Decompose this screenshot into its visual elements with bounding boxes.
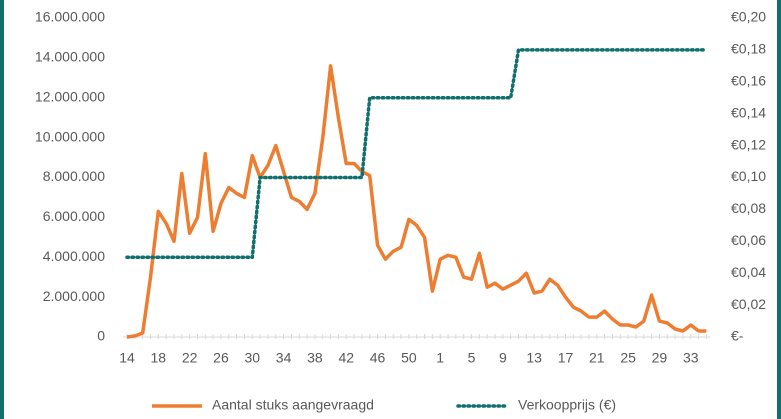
y2-tick-label: €0,02 (731, 296, 766, 312)
y-tick-label: 2.000.000 (43, 288, 105, 304)
y2-tick-label: €0,12 (731, 136, 766, 152)
y2-tick-label: €0,14 (731, 104, 766, 120)
y2-tick-label: €0,08 (731, 200, 766, 216)
y2-tick-label: €0,04 (731, 264, 766, 280)
x-tick-label: 14 (119, 350, 135, 366)
x-tick-label: 22 (182, 350, 198, 366)
x-tick-label: 1 (436, 350, 444, 366)
x-tick-label: 18 (151, 350, 167, 366)
legend-label: Verkoopprijs (€) (518, 397, 616, 413)
x-tick-label: 13 (526, 350, 542, 366)
y-tick-label: 10.000.000 (35, 128, 105, 144)
legend-label: Aantal stuks aangevraagd (212, 397, 374, 413)
x-tick-label: 26 (213, 350, 229, 366)
x-tick-label: 21 (589, 350, 605, 366)
x-tick-label: 33 (683, 350, 699, 366)
x-tick-label: 42 (338, 350, 354, 366)
x-tick-label: 38 (307, 350, 323, 366)
y-tick-label: 16.000.000 (35, 9, 105, 25)
y-tick-label: 8.000.000 (43, 168, 105, 184)
x-tick-label: 5 (468, 350, 476, 366)
y2-tick-label: €0,10 (731, 168, 766, 184)
x-tick-label: 46 (370, 350, 386, 366)
y-tick-label: 6.000.000 (43, 208, 105, 224)
frame-edge (777, 0, 781, 419)
frame-edge (0, 0, 4, 419)
y-tick-label: 12.000.000 (35, 88, 105, 104)
x-tick-label: 25 (620, 350, 636, 366)
y-tick-label: 0 (97, 328, 105, 344)
y2-tick-label: €0,20 (731, 9, 766, 25)
x-tick-label: 29 (652, 350, 668, 366)
y2-tick-label: €0,16 (731, 73, 766, 89)
y-tick-label: 4.000.000 (43, 248, 105, 264)
x-tick-label: 50 (401, 350, 417, 366)
x-tick-label: 34 (276, 350, 292, 366)
y2-tick-label: €0,06 (731, 232, 766, 248)
y-tick-label: 14.000.000 (35, 49, 105, 65)
y2-tick-label: €- (731, 328, 744, 344)
series-line (125, 48, 709, 260)
x-tick-label: 17 (558, 350, 574, 366)
y2-tick-label: €0,18 (731, 41, 766, 57)
x-tick-label: 9 (499, 350, 507, 366)
x-tick-label: 30 (244, 350, 260, 366)
series-line (126, 64, 707, 339)
